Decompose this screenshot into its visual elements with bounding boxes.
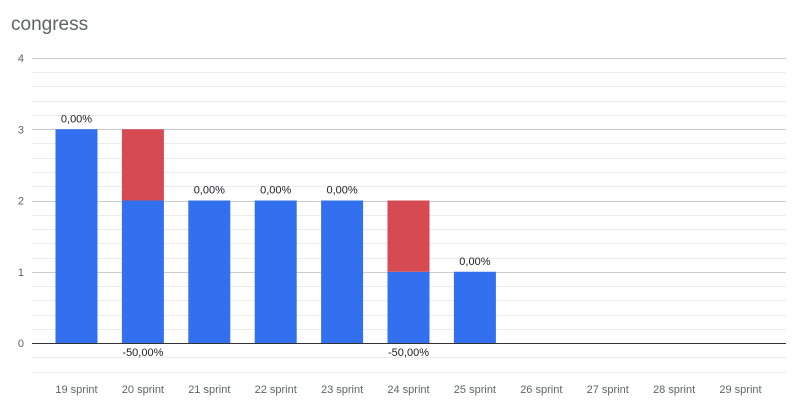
data-label: 0,00%: [326, 185, 357, 197]
x-tick-label: 27 sprint: [587, 384, 629, 396]
x-tick-label: 20 sprint: [122, 384, 164, 396]
y-tick-label: 1: [18, 267, 24, 279]
data-label: 0,00%: [260, 185, 291, 197]
x-tick-label: 29 sprint: [719, 384, 761, 396]
bar-segment: [387, 271, 430, 343]
data-label: 0,00%: [61, 113, 92, 125]
x-tick-label: 24 sprint: [387, 384, 429, 396]
data-label: -50,00%: [388, 347, 429, 359]
x-tick-label: 21 sprint: [188, 384, 230, 396]
bar-segment: [254, 200, 297, 343]
bar-segment: [387, 200, 430, 272]
bar-segment: [188, 200, 231, 343]
bar-segment: [321, 200, 364, 343]
bar-segment: [121, 200, 164, 343]
x-tick-label: 19 sprint: [55, 384, 97, 396]
bar-segment: [453, 271, 496, 343]
bar-segment: [55, 129, 98, 343]
data-label: 0,00%: [459, 256, 490, 268]
x-tick-label: 26 sprint: [520, 384, 562, 396]
y-tick-label: 0: [18, 338, 24, 350]
x-tick-label: 28 sprint: [653, 384, 695, 396]
x-tick-label: 25 sprint: [454, 384, 496, 396]
data-label: 0,00%: [194, 185, 225, 197]
y-tick-label: 2: [18, 196, 24, 208]
x-tick-label: 23 sprint: [321, 384, 363, 396]
x-tick-label: 22 sprint: [255, 384, 297, 396]
chart-title: congress: [11, 14, 89, 35]
data-label: -50,00%: [122, 347, 163, 359]
bar-segment: [121, 129, 164, 201]
y-tick-label: 3: [18, 124, 24, 136]
y-tick-label: 4: [18, 53, 24, 65]
